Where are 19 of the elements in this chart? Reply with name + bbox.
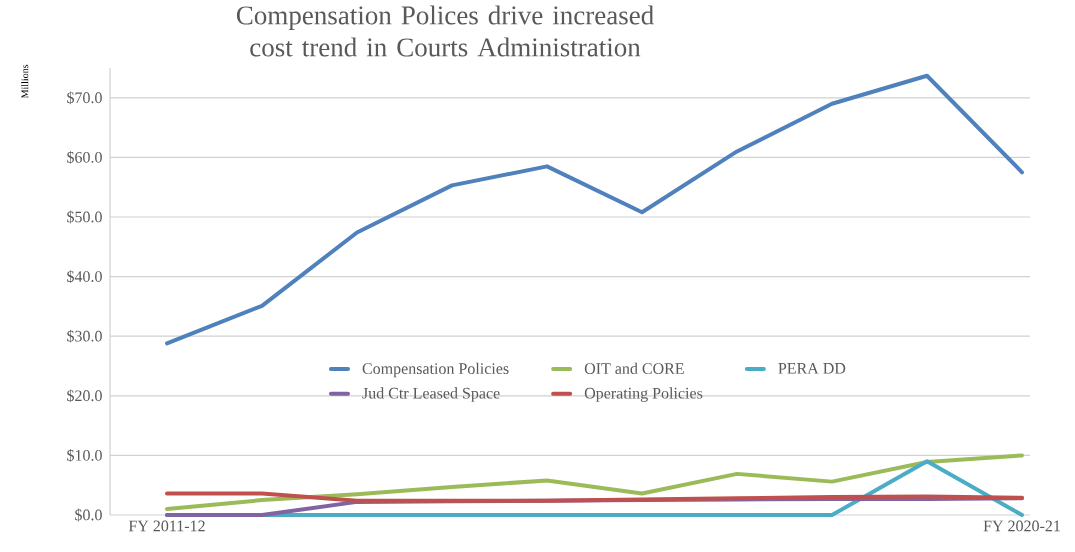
x-tick-label: FY 2020-21 [983, 520, 1060, 532]
y-tick-label: $40.0 [67, 270, 102, 284]
line-series [165, 453, 1025, 512]
y-tick-label: $30.0 [67, 329, 102, 343]
y-tick-label: $10.0 [67, 448, 102, 462]
y-axis-title: Millions [21, 64, 29, 99]
y-tick-label: $0.0 [75, 508, 102, 522]
x-tick-label: FY 2011-12 [128, 520, 205, 532]
y-tick-label: $70.0 [67, 91, 102, 105]
chart-title: Compensation Polices drive increased cost trend in Courts Administration [236, 5, 654, 57]
y-tick-label: $50.0 [67, 210, 102, 224]
line-series [165, 73, 1025, 346]
legend-label: Operating Policies [584, 387, 703, 402]
legend-label: PERA DD [778, 363, 846, 374]
y-tick-label: $60.0 [67, 150, 102, 164]
legend-label: OIT and CORE [584, 362, 684, 375]
legend-label: Jud Ctr Leased Space [362, 387, 500, 402]
y-tick-label: $20.0 [67, 389, 102, 403]
legend-label: Compensation Policies [362, 362, 509, 378]
